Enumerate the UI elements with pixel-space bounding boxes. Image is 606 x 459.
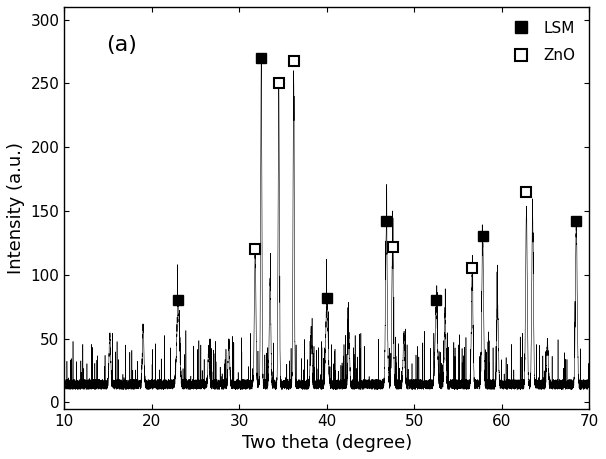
X-axis label: Two theta (degree): Two theta (degree) bbox=[242, 434, 412, 452]
Legend: LSM, ZnO: LSM, ZnO bbox=[499, 15, 582, 69]
Y-axis label: Intensity (a.u.): Intensity (a.u.) bbox=[7, 142, 25, 274]
Text: (a): (a) bbox=[107, 35, 137, 55]
